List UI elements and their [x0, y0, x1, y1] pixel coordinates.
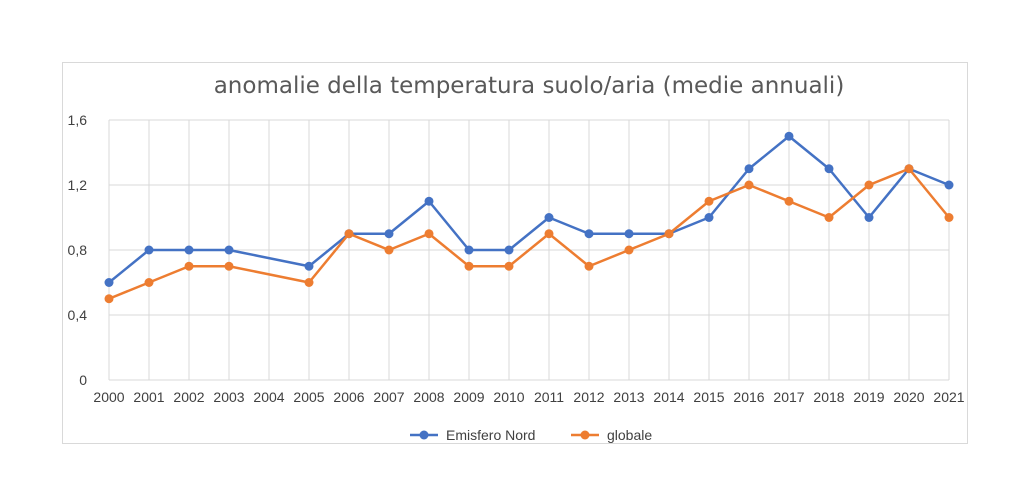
data-point: [224, 245, 234, 255]
data-point: [744, 164, 754, 174]
data-point: [104, 278, 114, 287]
legend-marker: [580, 430, 590, 440]
data-point: [144, 278, 154, 287]
data-point: [624, 229, 634, 239]
data-point: [864, 213, 874, 222]
x-tick-label: 2007: [373, 389, 404, 405]
data-point: [384, 245, 394, 255]
data-point: [184, 245, 194, 255]
data-point: [464, 245, 474, 255]
x-tick-label: 2003: [213, 389, 244, 405]
x-tick-label: 2001: [133, 389, 164, 405]
x-tick-label: 2018: [813, 389, 844, 405]
x-tick-label: 2014: [653, 389, 684, 405]
data-point: [544, 213, 554, 222]
series-layer: [104, 131, 954, 304]
data-point: [624, 245, 634, 255]
legend: Emisfero Nord globale: [410, 427, 652, 443]
data-point: [784, 196, 794, 206]
data-point: [744, 180, 754, 190]
data-point: [224, 261, 234, 271]
y-tick-label: 0,4: [68, 307, 88, 323]
data-point: [584, 229, 594, 239]
data-point: [664, 229, 674, 239]
x-tick-label: 2011: [534, 389, 564, 405]
x-tick-label: 2005: [293, 389, 324, 405]
data-point: [344, 229, 354, 239]
x-tick-label: 2016: [733, 389, 764, 405]
x-tick-label: 2004: [253, 389, 284, 405]
data-point: [144, 245, 154, 255]
legend-label: globale: [607, 427, 652, 443]
data-point: [824, 213, 834, 222]
chart-title: anomalie della temperatura suolo/aria (m…: [214, 73, 845, 99]
x-tick-label: 2010: [493, 389, 524, 405]
data-point: [704, 196, 714, 206]
data-point: [504, 261, 514, 271]
data-point: [704, 213, 714, 222]
y-tick-label: 1,6: [68, 112, 88, 128]
data-point: [104, 294, 114, 304]
series-globale: [104, 164, 954, 304]
data-point: [904, 164, 914, 174]
data-point: [824, 164, 834, 174]
data-point: [584, 261, 594, 271]
data-point: [504, 245, 514, 255]
data-point: [304, 278, 314, 287]
chart-frame: anomalie della temperatura suolo/aria (m…: [62, 62, 968, 444]
data-point: [944, 180, 954, 190]
data-point: [184, 261, 194, 271]
x-tick-label: 2009: [453, 389, 484, 405]
series-line: [108, 135, 950, 284]
y-tick-label: 1,2: [68, 177, 88, 193]
data-point: [864, 180, 874, 190]
legend-label: Emisfero Nord: [446, 427, 535, 443]
data-point: [424, 196, 434, 206]
data-point: [944, 213, 954, 222]
data-point: [784, 131, 794, 141]
x-tick-label: 2020: [893, 389, 924, 405]
x-tick-label: 2015: [693, 389, 724, 405]
legend-item: Emisfero Nord: [410, 427, 535, 443]
y-tick-label: 0: [79, 372, 87, 388]
legend-marker: [419, 430, 429, 440]
x-tick-label: 2008: [413, 389, 444, 405]
data-point: [544, 229, 554, 239]
x-tick-label: 2019: [853, 389, 884, 405]
x-tick-label: 2000: [93, 389, 124, 405]
axis-layer: 0 0,4 0,8 1,2 1,6 2000 2001 2002 2003 2004 2005 200…: [68, 112, 965, 405]
y-tick-label: 0,8: [68, 242, 88, 258]
x-tick-label: 2013: [613, 389, 644, 405]
data-point: [304, 261, 314, 271]
x-tick-label: 2017: [773, 389, 804, 405]
x-tick-label: 2021: [933, 389, 964, 405]
legend-item: globale: [571, 427, 652, 443]
data-point: [424, 229, 434, 239]
data-point: [464, 261, 474, 271]
x-tick-label: 2006: [333, 389, 364, 405]
x-tick-label: 2002: [173, 389, 204, 405]
data-point: [384, 229, 394, 239]
x-tick-label: 2012: [573, 389, 604, 405]
line-chart: anomalie della temperatura suolo/aria (m…: [68, 73, 965, 443]
